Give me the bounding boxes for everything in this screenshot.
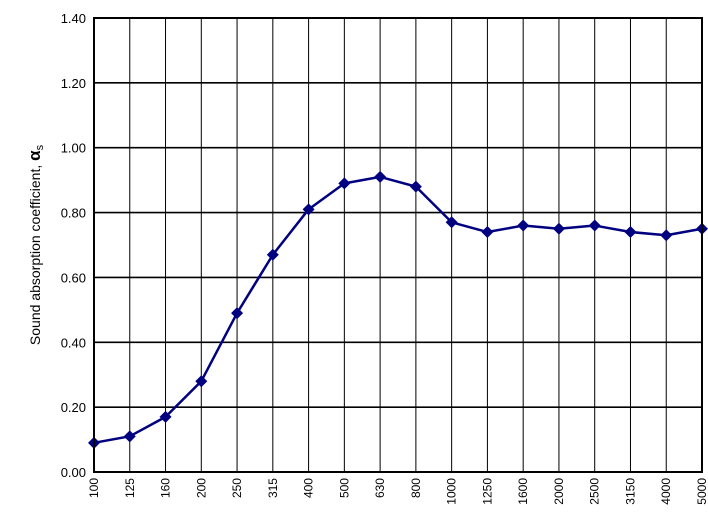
x-tick-label: 1000 bbox=[445, 478, 459, 505]
y-axis-label-text: Sound absorption coefficient, bbox=[27, 161, 43, 345]
series-line bbox=[93, 175, 703, 445]
y-tick-label: 1.40 bbox=[61, 11, 86, 26]
data-point-marker bbox=[123, 430, 136, 443]
x-tick-label: 400 bbox=[302, 478, 316, 498]
data-point-marker bbox=[445, 216, 458, 229]
data-point-marker bbox=[409, 180, 422, 193]
y-tick-label: 1.00 bbox=[61, 141, 86, 156]
data-point-marker bbox=[159, 410, 172, 423]
y-axis-label: Sound absorption coefficient, αs bbox=[25, 144, 46, 345]
x-tick-label: 125 bbox=[123, 478, 137, 498]
x-tick-label: 200 bbox=[194, 478, 208, 498]
x-tick-labels: 100 125 160 200 250 315 400 500 630 800 1000 1250 16… bbox=[87, 478, 708, 505]
x-tick-label: 160 bbox=[159, 478, 173, 498]
data-point-marker bbox=[374, 170, 387, 183]
data-point-marker bbox=[481, 226, 494, 239]
data-point-marker bbox=[195, 375, 208, 388]
data-point-marker bbox=[624, 226, 637, 239]
y-tick-label: 0.60 bbox=[61, 270, 86, 285]
data-point-marker bbox=[338, 177, 351, 190]
y-axis-label-symbol: α bbox=[25, 150, 44, 161]
y-tick-label: 1.20 bbox=[61, 76, 86, 91]
plot-frame bbox=[93, 17, 703, 473]
x-tick-label: 800 bbox=[409, 478, 423, 498]
x-tick-label: 630 bbox=[373, 478, 387, 498]
y-tick-label: 0.00 bbox=[61, 465, 86, 480]
x-tick-label: 315 bbox=[266, 478, 280, 498]
data-point-marker bbox=[231, 307, 244, 320]
x-tick-label: 4000 bbox=[659, 478, 673, 505]
y-tick-label: 0.40 bbox=[61, 335, 86, 350]
x-tick-label: 1250 bbox=[480, 478, 494, 505]
series-group bbox=[88, 170, 708, 449]
x-tick-label: 5000 bbox=[695, 478, 708, 505]
data-point-marker bbox=[266, 248, 279, 261]
x-tick-label: 250 bbox=[230, 478, 244, 498]
x-tick-label: 100 bbox=[87, 478, 101, 498]
x-tick-label: 500 bbox=[337, 478, 351, 498]
x-tick-label: 3150 bbox=[623, 478, 637, 505]
data-point-marker bbox=[552, 222, 565, 235]
y-axis-label-subscript: s bbox=[34, 144, 46, 150]
data-point-marker bbox=[302, 203, 315, 216]
x-tick-label: 1600 bbox=[516, 478, 530, 505]
x-tick-label: 2000 bbox=[552, 478, 566, 505]
y-tick-labels: 0.00 0.20 0.40 0.60 0.80 1.00 1.20 1.40 bbox=[61, 11, 86, 480]
data-point-marker bbox=[588, 219, 601, 232]
data-point-marker bbox=[517, 219, 530, 232]
grid-lines bbox=[93, 18, 703, 472]
y-tick-label: 0.20 bbox=[61, 400, 86, 415]
x-tick-label: 2500 bbox=[588, 478, 602, 505]
y-tick-label: 0.80 bbox=[61, 206, 86, 221]
data-point-marker bbox=[660, 229, 673, 242]
